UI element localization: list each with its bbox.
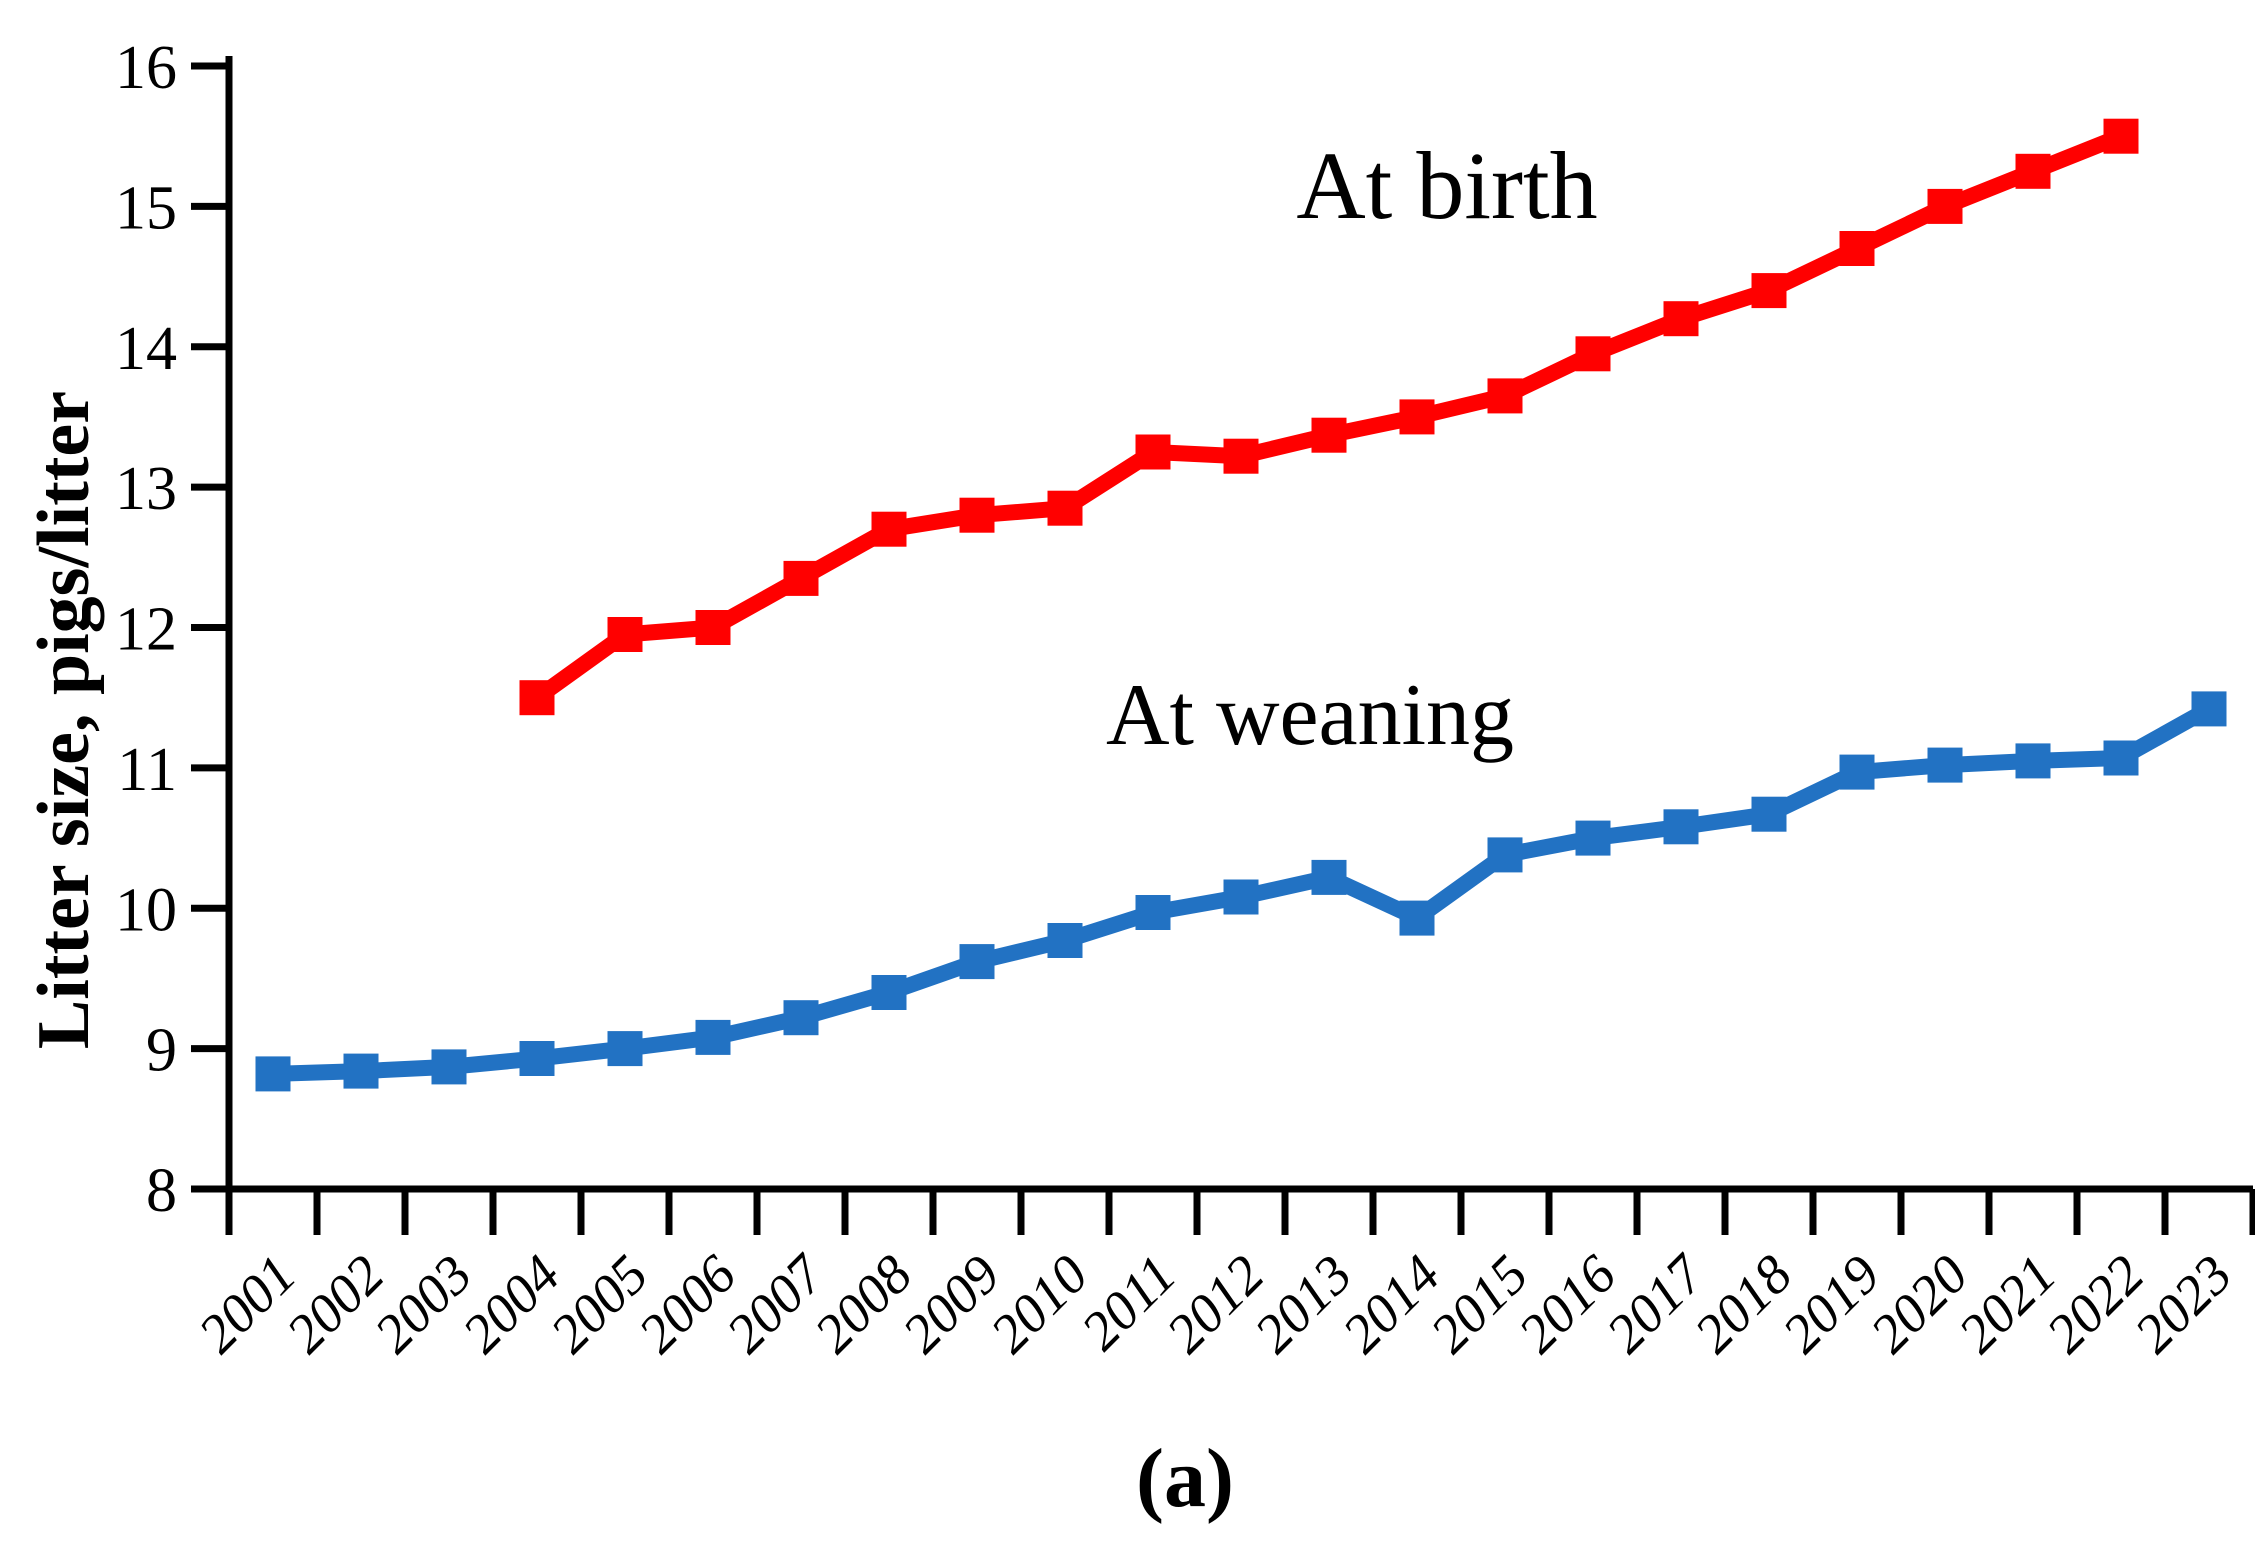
data-point-at-weaning-2014 (1399, 900, 1435, 936)
x-tick-label-2004: 2004 (451, 1243, 572, 1364)
x-tick-label-2018: 2018 (1683, 1243, 1804, 1364)
data-point-at-birth-2017 (1663, 301, 1699, 337)
data-point-at-weaning-2008 (871, 975, 907, 1010)
data-point-at-birth-2013 (1311, 417, 1347, 453)
y-tick-label: 16 (115, 34, 177, 102)
x-tick-label-2013: 2013 (1243, 1243, 1364, 1364)
data-point-at-birth-2016 (1575, 336, 1611, 372)
data-point-at-weaning-2010 (1047, 923, 1083, 958)
data-point-at-weaning-2013 (1311, 859, 1347, 895)
x-tick-label-2021: 2021 (1947, 1243, 2068, 1364)
data-point-at-weaning-2022 (2103, 740, 2139, 776)
series-layer (255, 118, 2227, 1092)
x-tick-label-2020: 2020 (1859, 1243, 1980, 1364)
data-point-at-birth-2021 (2015, 153, 2051, 189)
x-tick-label-2017: 2017 (1595, 1242, 1718, 1365)
data-point-at-birth-2009 (959, 497, 995, 533)
data-point-at-weaning-2007 (783, 1000, 819, 1036)
data-point-at-weaning-2018 (1751, 796, 1787, 832)
x-tick-label-2014: 2014 (1331, 1243, 1452, 1364)
data-point-at-weaning-2016 (1575, 820, 1611, 856)
data-point-at-birth-2005 (607, 617, 643, 652)
data-point-at-weaning-2017 (1663, 809, 1699, 845)
data-point-at-birth-2004 (519, 680, 555, 716)
subfigure-caption: (a) (1136, 1432, 1234, 1525)
data-point-at-birth-2020 (1927, 188, 1963, 224)
series-label-at-birth: At birth (1296, 132, 1597, 239)
data-point-at-weaning-2015 (1487, 837, 1523, 873)
data-point-at-birth-2010 (1047, 490, 1083, 526)
data-point-at-birth-2012 (1223, 438, 1259, 474)
data-point-at-birth-2015 (1487, 378, 1523, 414)
data-point-at-weaning-2012 (1223, 879, 1259, 915)
x-tick-label-2003: 2003 (363, 1243, 484, 1364)
y-tick-label: 11 (117, 736, 177, 804)
data-point-at-birth-2008 (871, 511, 907, 547)
data-point-at-weaning-2011 (1135, 895, 1171, 930)
x-tick-label-2010: 2010 (979, 1243, 1100, 1364)
x-tick-label-2019: 2019 (1771, 1243, 1892, 1364)
data-point-at-birth-2018 (1751, 273, 1787, 309)
series-label-at-weaning: At weaning (1106, 667, 1514, 764)
data-point-at-birth-2006 (695, 610, 731, 645)
x-tick-label-2012: 2012 (1155, 1243, 1276, 1364)
data-point-at-weaning-2003 (431, 1049, 467, 1085)
data-point-at-weaning-2004 (519, 1041, 555, 1076)
x-tick-label-2022: 2022 (2035, 1243, 2156, 1364)
x-tick-label-2011: 2011 (1069, 1243, 1187, 1361)
x-tick-label-2016: 2016 (1507, 1243, 1628, 1364)
data-point-at-weaning-2020 (1927, 747, 1963, 783)
data-point-at-weaning-2021 (2015, 743, 2051, 779)
data-point-at-birth-2019 (1839, 231, 1875, 266)
data-point-at-birth-2014 (1399, 399, 1435, 435)
y-tick-label: 9 (146, 1017, 177, 1085)
data-point-at-birth-2007 (783, 560, 819, 596)
data-point-at-weaning-2001 (255, 1056, 291, 1092)
y-tick-label: 8 (146, 1157, 177, 1225)
data-point-at-weaning-2019 (1839, 754, 1875, 790)
y-tick-label: 13 (115, 455, 177, 523)
x-tick-label-2007: 2007 (715, 1242, 838, 1365)
data-point-at-weaning-2002 (343, 1053, 379, 1089)
x-tick-label-2008: 2008 (803, 1243, 924, 1364)
data-point-at-weaning-2023 (2191, 691, 2227, 727)
y-tick-label: 15 (115, 174, 177, 242)
y-tick-label: 14 (115, 315, 177, 383)
x-tick-label-2002: 2002 (275, 1243, 396, 1364)
data-point-at-birth-2011 (1135, 434, 1171, 470)
y-tick-label: 12 (115, 596, 177, 664)
y-tick-label: 10 (115, 876, 177, 944)
y-axis-title: Litter size, pigs/litter (23, 391, 105, 1049)
data-point-at-weaning-2009 (959, 944, 995, 980)
x-tick-label-2001: 2001 (187, 1243, 308, 1364)
x-tick-label-2009: 2009 (891, 1243, 1012, 1364)
x-tick-label-2015: 2015 (1419, 1243, 1540, 1364)
x-tick-label-2006: 2006 (627, 1243, 748, 1364)
x-tick-label-2005: 2005 (539, 1243, 660, 1364)
data-point-at-birth-2022 (2103, 118, 2139, 154)
x-tick-label-2023: 2023 (2123, 1243, 2244, 1364)
data-point-at-weaning-2005 (607, 1031, 643, 1067)
data-point-at-weaning-2006 (695, 1019, 731, 1055)
